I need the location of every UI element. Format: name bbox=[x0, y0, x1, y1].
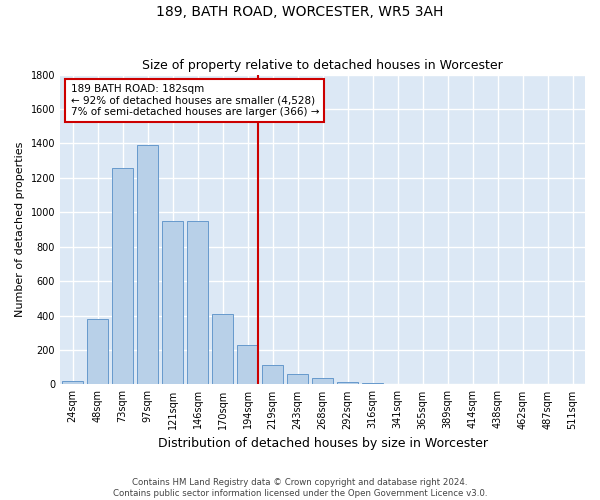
Bar bbox=[237, 345, 258, 385]
X-axis label: Distribution of detached houses by size in Worcester: Distribution of detached houses by size … bbox=[158, 437, 488, 450]
Bar bbox=[312, 378, 333, 384]
Bar bbox=[62, 381, 83, 384]
Text: Contains HM Land Registry data © Crown copyright and database right 2024.
Contai: Contains HM Land Registry data © Crown c… bbox=[113, 478, 487, 498]
Bar bbox=[362, 382, 383, 384]
Bar bbox=[212, 314, 233, 384]
Text: 189 BATH ROAD: 182sqm
← 92% of detached houses are smaller (4,528)
7% of semi-de: 189 BATH ROAD: 182sqm ← 92% of detached … bbox=[71, 84, 319, 117]
Bar bbox=[287, 374, 308, 384]
Bar bbox=[162, 221, 183, 384]
Bar bbox=[137, 145, 158, 384]
Bar bbox=[262, 366, 283, 384]
Bar bbox=[337, 382, 358, 384]
Bar bbox=[187, 221, 208, 384]
Bar bbox=[112, 168, 133, 384]
Bar bbox=[87, 319, 108, 384]
Title: Size of property relative to detached houses in Worcester: Size of property relative to detached ho… bbox=[142, 59, 503, 72]
Y-axis label: Number of detached properties: Number of detached properties bbox=[15, 142, 25, 317]
Text: 189, BATH ROAD, WORCESTER, WR5 3AH: 189, BATH ROAD, WORCESTER, WR5 3AH bbox=[157, 5, 443, 19]
